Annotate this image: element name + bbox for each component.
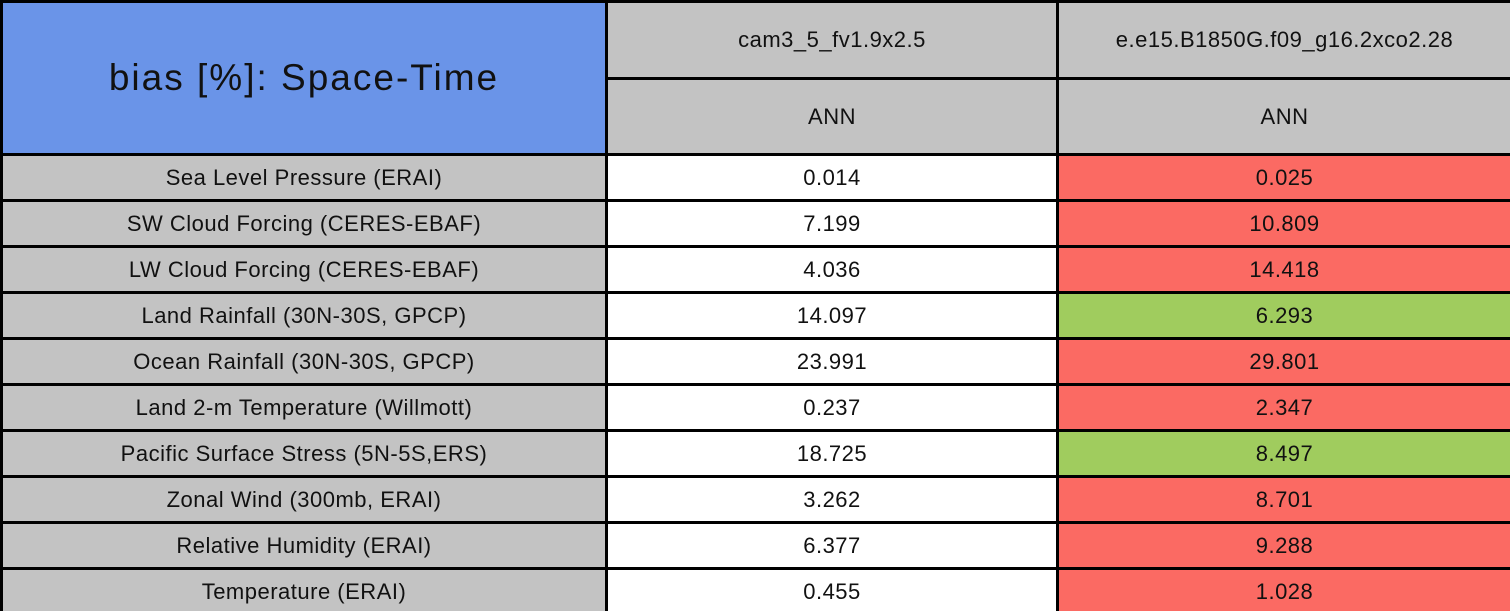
value-cell-control: 6.377 [605,521,1059,570]
metric-label: Ocean Rainfall (30N-30S, GPCP) [0,337,608,386]
table-row: Relative Humidity (ERAI) 6.377 9.288 [0,521,1510,570]
table-row: Land Rainfall (30N-30S, GPCP) 14.097 6.2… [0,291,1510,340]
header-row-cases: bias [%]: Space-Time cam3_5_fv1.9x2.5 e.… [0,0,1510,156]
metric-label: Land Rainfall (30N-30S, GPCP) [0,291,608,340]
table-title: bias [%]: Space-Time [0,0,608,156]
value-cell-test: 8.701 [1056,475,1510,524]
value-cell-control: 7.199 [605,199,1059,248]
metric-label: Sea Level Pressure (ERAI) [0,153,608,202]
table-row: Land 2-m Temperature (Willmott) 0.237 2.… [0,383,1510,432]
value-cell-test: 9.288 [1056,521,1510,570]
table-row: Sea Level Pressure (ERAI) 0.014 0.025 [0,153,1510,202]
value-cell-test: 29.801 [1056,337,1510,386]
metric-label: Pacific Surface Stress (5N-5S,ERS) [0,429,608,478]
season-header-control: ANN [605,77,1059,156]
table-row: Zonal Wind (300mb, ERAI) 3.262 8.701 [0,475,1510,524]
value-cell-test: 6.293 [1056,291,1510,340]
table-row: Pacific Surface Stress (5N-5S,ERS) 18.72… [0,429,1510,478]
metric-label: Relative Humidity (ERAI) [0,521,608,570]
metric-label: Land 2-m Temperature (Willmott) [0,383,608,432]
table-row: Ocean Rainfall (30N-30S, GPCP) 23.991 29… [0,337,1510,386]
value-cell-control: 3.262 [605,475,1059,524]
metric-label: SW Cloud Forcing (CERES-EBAF) [0,199,608,248]
value-cell-control: 0.237 [605,383,1059,432]
case-header-test: e.e15.B1850G.f09_g16.2xco2.28 [1056,0,1510,80]
value-cell-control: 4.036 [605,245,1059,294]
table-row: LW Cloud Forcing (CERES-EBAF) 4.036 14.4… [0,245,1510,294]
value-cell-control: 18.725 [605,429,1059,478]
metric-label: Zonal Wind (300mb, ERAI) [0,475,608,524]
value-cell-test: 14.418 [1056,245,1510,294]
value-cell-test: 8.497 [1056,429,1510,478]
value-cell-test: 1.028 [1056,567,1510,611]
value-cell-test: 0.025 [1056,153,1510,202]
value-cell-control: 23.991 [605,337,1059,386]
table-row: SW Cloud Forcing (CERES-EBAF) 7.199 10.8… [0,199,1510,248]
season-header-test: ANN [1056,77,1510,156]
header-row-seasons: ANN ANN [2,77,1510,156]
case-header-control: cam3_5_fv1.9x2.5 [605,0,1059,80]
table-row: Temperature (ERAI) 0.455 1.028 [0,567,1510,611]
value-cell-test: 2.347 [1056,383,1510,432]
metric-label: Temperature (ERAI) [0,567,608,611]
value-cell-control: 0.014 [605,153,1059,202]
value-cell-test: 10.809 [1056,199,1510,248]
metric-label: LW Cloud Forcing (CERES-EBAF) [0,245,608,294]
value-cell-control: 14.097 [605,291,1059,340]
value-cell-control: 0.455 [605,567,1059,611]
